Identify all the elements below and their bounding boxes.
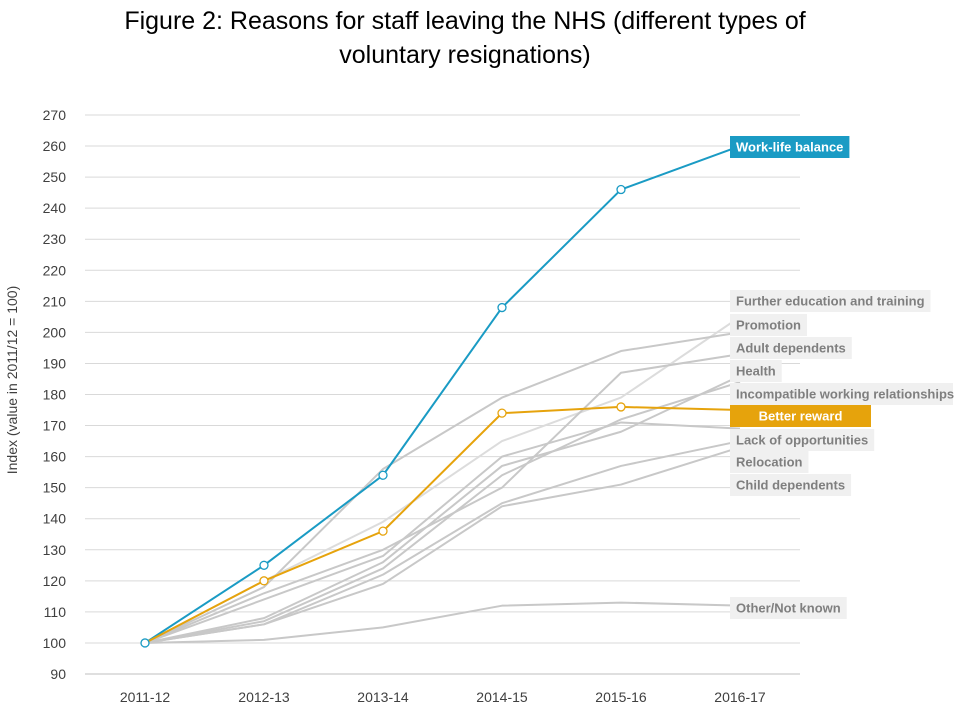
label-box	[730, 474, 852, 496]
label-box	[730, 405, 871, 427]
data-point-work-life-balance	[378, 470, 388, 480]
series-line-incompatible-working-relationships	[144, 381, 741, 644]
data-point-work-life-balance	[259, 560, 269, 570]
y-tick-label: 90	[50, 666, 66, 682]
data-point-better-reward	[378, 526, 388, 536]
series-label-text: Child dependents	[736, 478, 845, 493]
series-line-better-reward	[144, 405, 741, 644]
series-label-text: Work-life balance	[736, 140, 843, 155]
label-box	[730, 290, 931, 312]
series-markers	[140, 184, 626, 648]
y-tick-label: 160	[43, 449, 67, 465]
y-tick-label: 180	[43, 387, 67, 403]
series-line-adult-dependents	[144, 353, 741, 644]
x-tick-label: 2011-12	[120, 689, 171, 705]
y-tick-label: 130	[43, 542, 67, 558]
series-line-further-education-and-training	[144, 316, 741, 644]
y-tick-label: 240	[43, 200, 67, 216]
label-box	[730, 597, 847, 619]
series-label-text: Promotion	[736, 318, 801, 333]
label-box	[730, 360, 782, 382]
series-label-text: Relocation	[736, 455, 803, 470]
data-point-better-reward	[259, 576, 269, 586]
x-tick-label: 2016-17	[714, 689, 766, 705]
y-tick-label: 220	[43, 262, 67, 278]
label-child-dependents: Child dependents	[730, 474, 852, 496]
series-line-lack-of-opportunities	[144, 421, 741, 644]
x-axis-ticks: 2011-12 2012-13 2013-14 2014-15 2015-16 2016-…	[120, 689, 766, 705]
chart-title-line-1: Figure 2: Reasons for staff leaving the …	[124, 7, 806, 35]
series-label-text: Incompatible working relationships	[736, 387, 954, 402]
y-axis-ticks: 90 100 110 120 130 140 150 160 170 180 190 200 210 22…	[43, 107, 67, 682]
y-tick-label: 170	[43, 418, 67, 434]
series-line-work-life-balance	[144, 145, 741, 644]
series-line-promotion	[144, 331, 741, 644]
y-tick-label: 210	[43, 293, 67, 309]
series-label-text: Other/Not known	[736, 601, 841, 616]
y-tick-label: 100	[43, 635, 67, 651]
label-promotion: Promotion	[730, 314, 807, 336]
label-box	[730, 383, 953, 405]
series-line-other-not-known	[144, 601, 741, 644]
data-point-better-reward	[616, 402, 626, 412]
y-tick-label: 190	[43, 355, 67, 371]
x-tick-label: 2013-14	[357, 689, 409, 705]
series-label-text: Further education and training	[736, 294, 925, 309]
y-tick-label: 110	[44, 604, 67, 620]
label-better-reward: Better reward	[730, 405, 871, 427]
label-health: Health	[730, 360, 782, 382]
data-point-work-life-balance	[616, 184, 626, 195]
label-box	[730, 337, 852, 359]
y-tick-label: 270	[43, 107, 67, 123]
label-box	[730, 136, 850, 158]
label-box	[730, 451, 809, 473]
y-tick-label: 200	[43, 324, 67, 340]
y-tick-label: 120	[43, 573, 67, 589]
series-line-child-dependents	[144, 446, 741, 644]
chart-title-line-2: voluntary resignations)	[339, 41, 591, 69]
series-lines-grey	[144, 316, 741, 644]
label-other-not-known: Other/Not known	[730, 597, 847, 619]
chart-title: Figure 2: Reasons for staff leaving the …	[0, 4, 930, 72]
series-label-text: Adult dependents	[736, 341, 846, 356]
data-point-better-reward	[497, 408, 507, 418]
y-axis-label: Index (value in 2011/12 = 100)	[4, 286, 20, 475]
label-box	[730, 429, 875, 451]
gridlines	[85, 114, 800, 675]
label-lack-of-opportunities: Lack of opportunities	[730, 429, 875, 451]
series-label-text: Health	[736, 364, 776, 379]
series-labels: Work-life balance Better reward Further ed…	[730, 136, 954, 619]
series-label-text: Lack of opportunities	[736, 433, 868, 448]
series-lines-highlight	[144, 145, 741, 644]
y-tick-label: 150	[43, 480, 67, 496]
y-tick-label: 250	[43, 169, 67, 185]
y-tick-label: 260	[43, 138, 67, 154]
series-line-health	[144, 374, 741, 644]
y-tick-label: 140	[43, 511, 67, 527]
label-adult-dependents: Adult dependents	[730, 337, 852, 359]
label-incompatible-working-relationships: Incompatible working relationships	[730, 383, 954, 405]
label-box	[730, 314, 807, 336]
label-further-education-and-training: Further education and training	[730, 290, 931, 312]
label-relocation: Relocation	[730, 451, 809, 473]
x-tick-label: 2012-13	[238, 689, 290, 705]
data-point-work-life-balance	[497, 302, 507, 313]
x-tick-label: 2014-15	[476, 689, 528, 705]
label-work-life-balance: Work-life balance	[730, 136, 850, 158]
series-label-text: Better reward	[759, 409, 843, 424]
data-point-origin	[140, 638, 150, 648]
x-tick-label: 2015-16	[595, 689, 647, 705]
y-tick-label: 230	[43, 231, 67, 247]
